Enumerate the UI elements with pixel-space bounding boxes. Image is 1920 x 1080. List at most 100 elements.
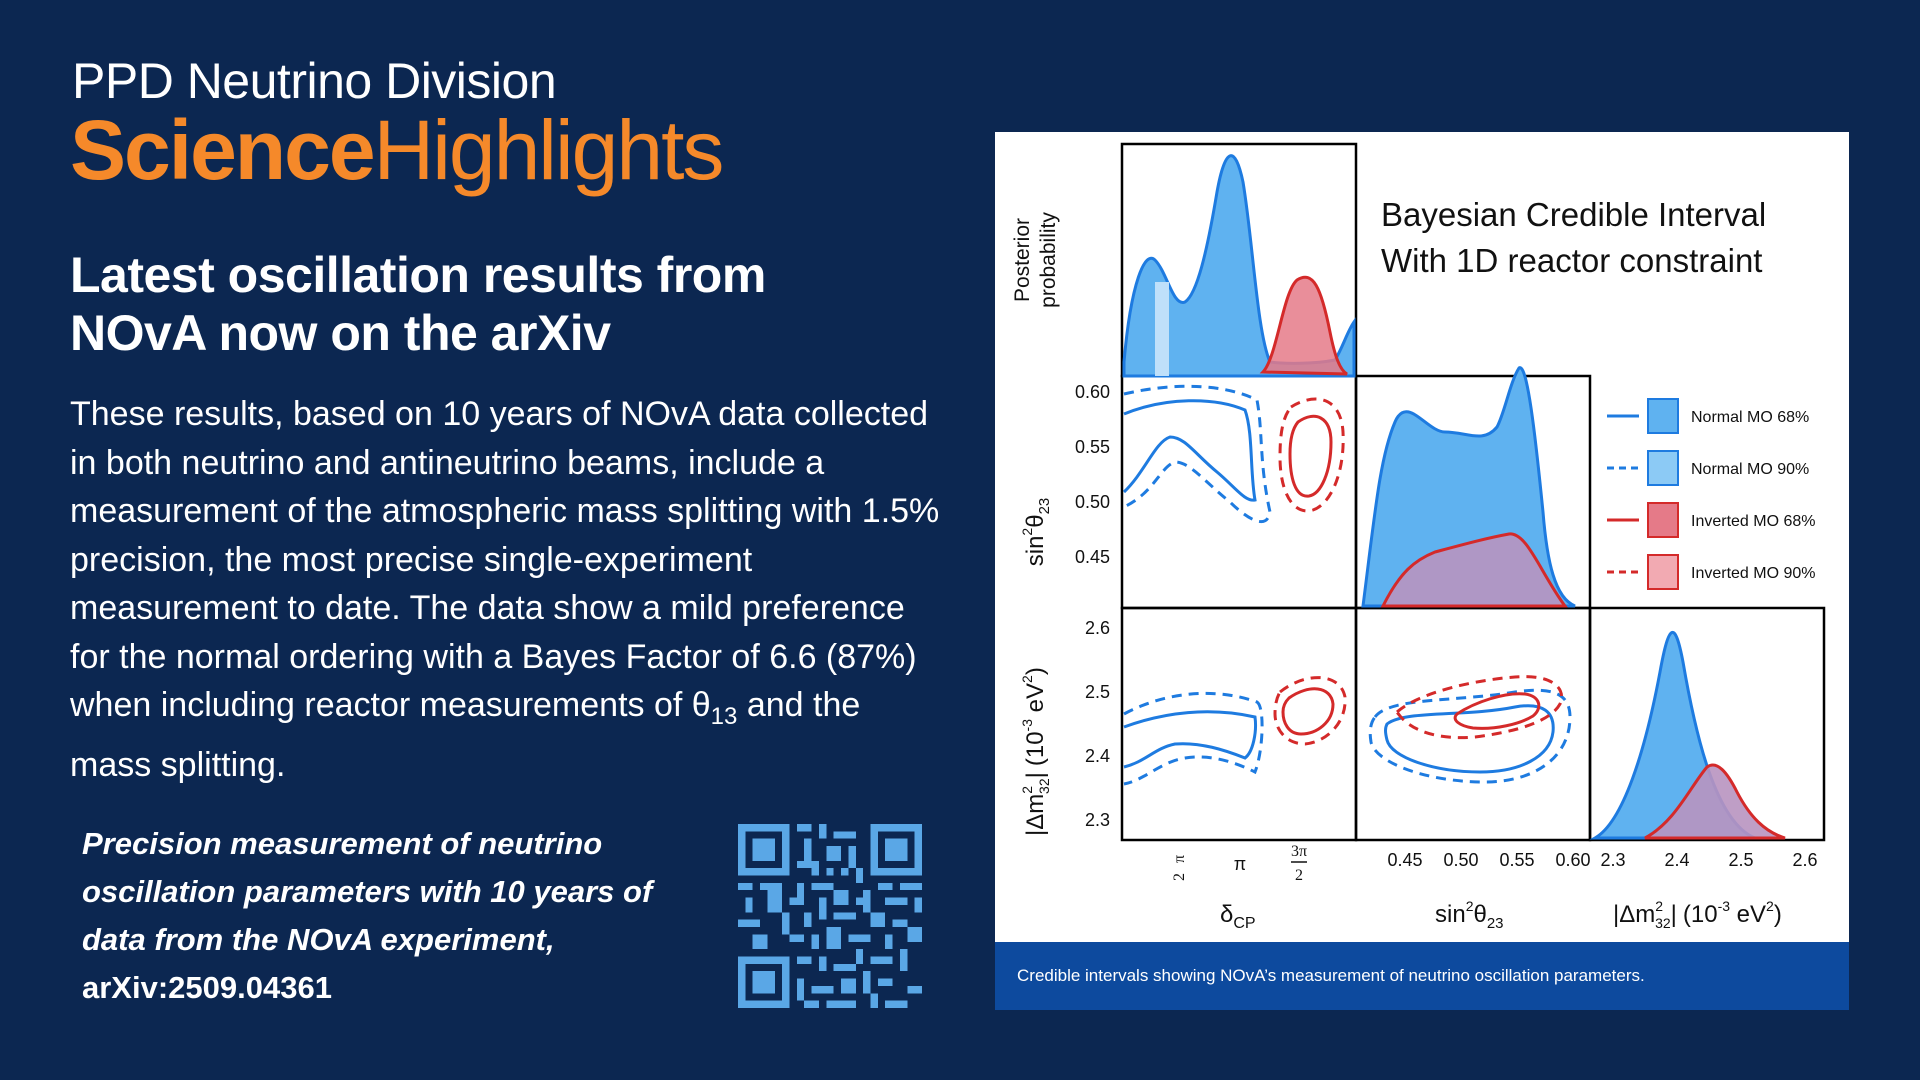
dm-dcp-inverted-68 <box>1281 687 1335 736</box>
science-highlights-logo: ScienceHighlights <box>70 108 724 192</box>
qr-code-icon[interactable] <box>738 824 922 1008</box>
xlabel-dm-sup: 2 <box>1655 898 1663 914</box>
ylabel-dm-main: Δm <box>1022 794 1049 830</box>
posterior-ylabel-line2: probability <box>1037 212 1060 308</box>
tick-sin-1: 0.55 <box>1075 437 1110 457</box>
xlabel-dm-units-ev-sup: 2 <box>1766 898 1774 914</box>
ylabel-dm-units-ev: eV <box>1022 683 1049 719</box>
tick-x-dm-0: 2.3 <box>1600 850 1625 870</box>
deltacp-inverted-posterior <box>1259 275 1348 376</box>
xlabel-dm: |Δm2 32| (10-3 eV2) <box>1613 898 1782 931</box>
legend-swatch-normal-68 <box>1647 398 1679 434</box>
theta-subscript: 13 <box>710 702 738 730</box>
dm-sin-inverted-68 <box>1453 692 1541 730</box>
tick-dcp-pi2-den: 2 <box>1171 873 1188 881</box>
sin-dcp-normal-68 <box>1122 399 1257 502</box>
dm-inverted-posterior <box>1644 763 1786 840</box>
tick-dm-0: 2.6 <box>1085 618 1110 638</box>
tick-x-sin-3: 0.60 <box>1555 850 1590 870</box>
figure-caption: Credible intervals showing NOvA’s measur… <box>1017 966 1645 985</box>
body-text: These results, based on 10 years of NOvA… <box>70 390 950 790</box>
tick-x-dm-3: 2.6 <box>1792 850 1817 870</box>
panel-dm-vs-sin <box>1354 606 1592 842</box>
tick-dcp-3pi2-den: 2 <box>1295 867 1303 884</box>
tick-x-sin-2: 0.55 <box>1499 850 1534 870</box>
xlabel-sin-main: sin <box>1435 901 1466 928</box>
xlabel-deltacp-main: δ <box>1220 901 1233 928</box>
deltacp-90-band <box>1155 282 1169 376</box>
sin-dcp-normal-90 <box>1123 384 1272 524</box>
tick-x-dm-2: 2.5 <box>1728 850 1753 870</box>
legend-inverted-68: Inverted MO 68% <box>1691 513 1816 530</box>
tick-dm-3: 2.3 <box>1085 810 1110 830</box>
ylabel-sin-main: sin <box>1022 536 1049 567</box>
dm-dcp-inverted-90 <box>1273 676 1347 746</box>
figure-card: Bayesian Credible Interval With 1D react… <box>995 132 1849 1010</box>
xlabel-dm-main: Δm <box>1619 901 1655 928</box>
posterior-ylabel-line1: Posterior <box>1011 218 1034 302</box>
highlights-bold-word: Science <box>70 103 376 197</box>
panel-dm-posterior <box>1588 606 1826 842</box>
xlabel-dm-units-exp: -3 <box>1718 898 1731 914</box>
ylabel-sin-theta: θ <box>1022 514 1049 527</box>
ylabel-dm-bar: | <box>1022 830 1049 836</box>
dm-sin-normal-90 <box>1368 688 1572 784</box>
xlabel-sin-theta: θ <box>1473 901 1486 928</box>
arxiv-id: arXiv:2509.04361 <box>82 970 332 1005</box>
body-text-end: and the mass splitting. <box>70 686 861 785</box>
tick-x-sin-0: 0.45 <box>1387 850 1422 870</box>
tick-dcp-pi2-num: π <box>1171 855 1188 863</box>
dm-sin-normal-68 <box>1384 704 1555 774</box>
legend-normal-68: Normal MO 68% <box>1691 409 1809 426</box>
panel-dm-vs-deltacp <box>1120 606 1358 842</box>
dm-sin-inverted-90 <box>1395 675 1563 740</box>
figure-title-line1: Bayesian Credible Interval <box>1381 196 1766 233</box>
tick-sin-2: 0.50 <box>1075 492 1110 512</box>
ylabel-dm-sup: 2 <box>1019 786 1035 794</box>
legend-inverted-90: Inverted MO 90% <box>1691 565 1816 582</box>
xlabel-dm-bar2: | <box>1671 901 1677 928</box>
xlabel-dm-units-close: ) <box>1774 901 1782 928</box>
tick-sin-0: 0.60 <box>1075 382 1110 402</box>
ylabel-dm-units-ev-sup: 2 <box>1019 675 1035 683</box>
legend-swatch-normal-90 <box>1647 450 1679 486</box>
citation-title: Precision measurement of neutrino oscill… <box>82 826 653 957</box>
ylabel-sin-sub: 23 <box>1036 498 1053 515</box>
posterior-ylabel: Posterior probability <box>1011 212 1060 308</box>
tick-x-sin-1: 0.50 <box>1443 850 1478 870</box>
ylabel-dm: |Δm232|(10-3 eV2) <box>1019 667 1052 836</box>
ylabel-dm-units-open: (10 <box>1022 731 1049 766</box>
sin-dcp-inverted-68 <box>1288 414 1333 498</box>
dm-dcp-normal-68 <box>1123 710 1257 769</box>
figure-title-line2: With 1D reactor constraint <box>1381 242 1762 279</box>
tick-dm-1: 2.5 <box>1085 682 1110 702</box>
paper-citation[interactable]: Precision measurement of neutrino oscill… <box>82 820 702 1012</box>
xlabel-dm-sub: 32 <box>1655 915 1671 931</box>
tick-sin-3: 0.45 <box>1075 547 1110 567</box>
xlabel-dm-bar: | <box>1613 901 1619 928</box>
xlabel-sin: sin2θ23 <box>1435 898 1504 932</box>
sin-inverted-posterior <box>1380 532 1568 608</box>
sin-dcp-inverted-90 <box>1278 397 1345 513</box>
legend-swatch-inverted-90 <box>1647 554 1679 590</box>
tick-x-dm-1: 2.4 <box>1664 850 1689 870</box>
ylabel-dm-bar2: | <box>1022 772 1049 778</box>
dm-dcp-normal-90 <box>1123 691 1264 786</box>
xlabel-dm-units-ev: eV <box>1730 901 1766 928</box>
division-title: PPD Neutrino Division <box>72 53 557 109</box>
corner-plot: Bayesian Credible Interval With 1D react… <box>1011 142 1826 932</box>
caption-bar: Credible intervals showing NOvA’s measur… <box>995 942 1849 1010</box>
ylabel-dm-units-close: ) <box>1022 667 1049 675</box>
xlabel-sin-sub: 23 <box>1487 915 1504 932</box>
tick-dcp-3pi2-num: 3π <box>1291 843 1307 860</box>
body-text-main: These results, based on 10 years of NOvA… <box>70 395 940 724</box>
headline: Latest oscillation results from NOvA now… <box>70 247 766 361</box>
xlabel-deltacp: δCP <box>1220 901 1256 932</box>
ylabel-dm-sub: 32 <box>1036 778 1052 794</box>
tick-dcp-pi: π <box>1234 854 1246 874</box>
xlabel-sin-sup: 2 <box>1466 898 1474 914</box>
legend-swatch-inverted-68 <box>1647 502 1679 538</box>
xlabel-deltacp-sub: CP <box>1233 915 1255 932</box>
xlabel-dm-units-open: (10 <box>1683 901 1718 928</box>
ylabel-sin-sup: 2 <box>1019 528 1035 536</box>
